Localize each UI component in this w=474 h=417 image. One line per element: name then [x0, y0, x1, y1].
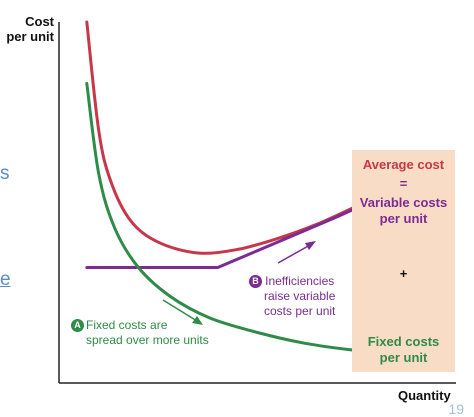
- legend-equals: =: [399, 176, 408, 191]
- callout-a-text: Fixed costs are spread over more units: [86, 318, 209, 347]
- callout-a: A Fixed costs are spread over more units: [71, 318, 209, 348]
- cropped-text-e: e: [0, 269, 11, 290]
- callout-b-badge: B: [249, 275, 262, 288]
- legend-variable-costs: Variable costs per unit: [359, 195, 448, 226]
- x-axis-label: Quantity: [398, 388, 451, 403]
- cropped-text-s: s: [0, 163, 10, 184]
- legend-average-cost: Average cost: [362, 157, 445, 172]
- arrow-a: [162, 299, 203, 325]
- callout-b-text: Inefficiencies raise variable costs per …: [264, 274, 336, 318]
- legend-plus: +: [399, 266, 408, 281]
- slide-number: 19: [448, 401, 464, 417]
- y-axis-label: Cost per unit: [6, 14, 54, 44]
- callout-a-badge: A: [71, 319, 84, 332]
- legend-fixed-costs: Fixed costs per unit: [367, 334, 440, 365]
- legend-box: [352, 150, 455, 372]
- fixed-cost-curve: [85, 81, 434, 360]
- arrow-b: [277, 241, 316, 264]
- callout-b: B Inefficiencies raise variable costs pe…: [249, 274, 335, 319]
